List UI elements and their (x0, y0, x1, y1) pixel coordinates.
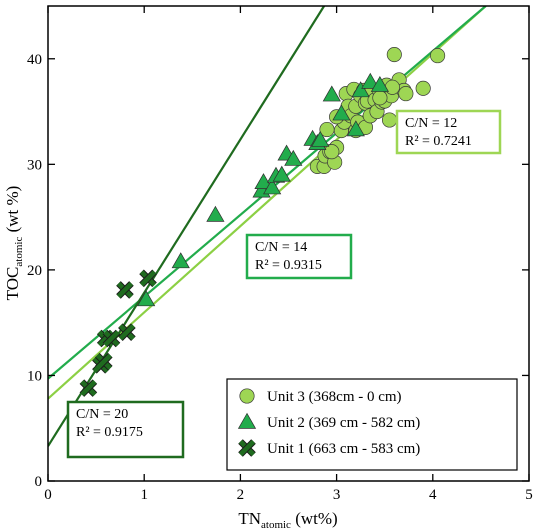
legend-marker-circle (239, 388, 255, 404)
x-tick-label: 5 (525, 487, 533, 503)
x-tick-label: 0 (44, 487, 52, 503)
data-point-triangle (137, 290, 156, 307)
x-axis-title-unit: (wt%) (291, 509, 338, 528)
annotation-cn: C/N = 12 (405, 116, 457, 131)
data-point-triangle (272, 165, 291, 182)
y-axis-title-sub: atomic (13, 237, 25, 267)
y-tick-label: 30 (27, 157, 42, 173)
y-tick-label: 10 (27, 368, 42, 384)
annotation-frame (395, 109, 502, 155)
y-tick-label: 40 (27, 52, 42, 68)
data-point-circle (415, 80, 431, 96)
data-point-triangle (322, 85, 341, 102)
data-point-cross (118, 323, 136, 341)
data-point-triangle (346, 120, 365, 137)
legend-label: Unit 2 (369 cm - 582 cm) (267, 415, 420, 431)
data-point-triangle (361, 72, 380, 89)
x-tick-label: 4 (429, 487, 437, 503)
annotation-r2: R² = 0.9315 (255, 258, 322, 273)
data-point-triangle (311, 130, 330, 147)
data-point-cross (94, 352, 113, 371)
data-point-cross (139, 269, 157, 288)
legend-label: Unit 1 (663 cm - 583 cm) (267, 441, 420, 457)
data-point-circle (319, 121, 335, 138)
legend-frame (226, 378, 518, 471)
data-point-circle (372, 90, 388, 106)
data-point-cross (102, 329, 121, 348)
data-point-cross (116, 281, 134, 299)
regression-line (48, 6, 326, 447)
y-tick-label: 0 (35, 474, 43, 490)
legend-marker-triangle (237, 412, 257, 429)
data-point-cross (79, 379, 98, 397)
data-point-circle (430, 48, 446, 64)
legend-label: Unit 3 (368cm - 0 cm) (267, 389, 402, 405)
data-point-circle (398, 86, 414, 102)
annotation-frame (245, 233, 353, 280)
annotation-r2: R² = 0.9175 (76, 425, 143, 440)
legend-marker-cross (238, 439, 256, 457)
data-point-triangle (206, 205, 225, 222)
y-axis-title-unit: (wt %) (3, 186, 22, 237)
data-point-circle (324, 144, 340, 160)
annotation-cn: C/N = 20 (76, 407, 128, 422)
y-axis-title: TOCatomic (wt %) (3, 186, 25, 301)
x-tick-label: 2 (237, 487, 245, 503)
y-tick-label: 20 (27, 263, 42, 279)
data-point-circle (384, 79, 400, 95)
data-point-triangle (284, 149, 303, 166)
x-axis-title-sub: atomic (261, 519, 291, 531)
annotation-box-right: C/N = 12 R² = 0.7241 (395, 109, 502, 155)
data-point-triangle (171, 252, 190, 269)
x-axis-title: TNatomic (wt%) (238, 509, 337, 531)
series-triangle (137, 72, 389, 307)
data-point-triangle (351, 81, 370, 98)
data-point-triangle (370, 75, 389, 92)
annotation-frame (66, 400, 185, 459)
data-point-triangle (263, 178, 282, 195)
annotation-box-bottom-left: C/N = 20 R² = 0.9175 (66, 400, 185, 459)
x-tick-label: 3 (333, 487, 341, 503)
series-cross (79, 269, 157, 397)
y-axis-title-main: TOC (3, 267, 22, 301)
data-point-circle (381, 112, 398, 128)
annotation-box-center: C/N = 14 R² = 0.9315 (245, 233, 353, 280)
x-axis-title-main: TN (238, 509, 261, 528)
data-point-triangle (332, 104, 351, 121)
plot-frame (47, 5, 530, 482)
annotation-r2: R² = 0.7241 (405, 134, 472, 149)
regression-line (48, 6, 487, 400)
data-point-circle (386, 47, 402, 63)
x-tick-label: 1 (140, 487, 148, 503)
annotation-cn: C/N = 14 (255, 240, 307, 255)
